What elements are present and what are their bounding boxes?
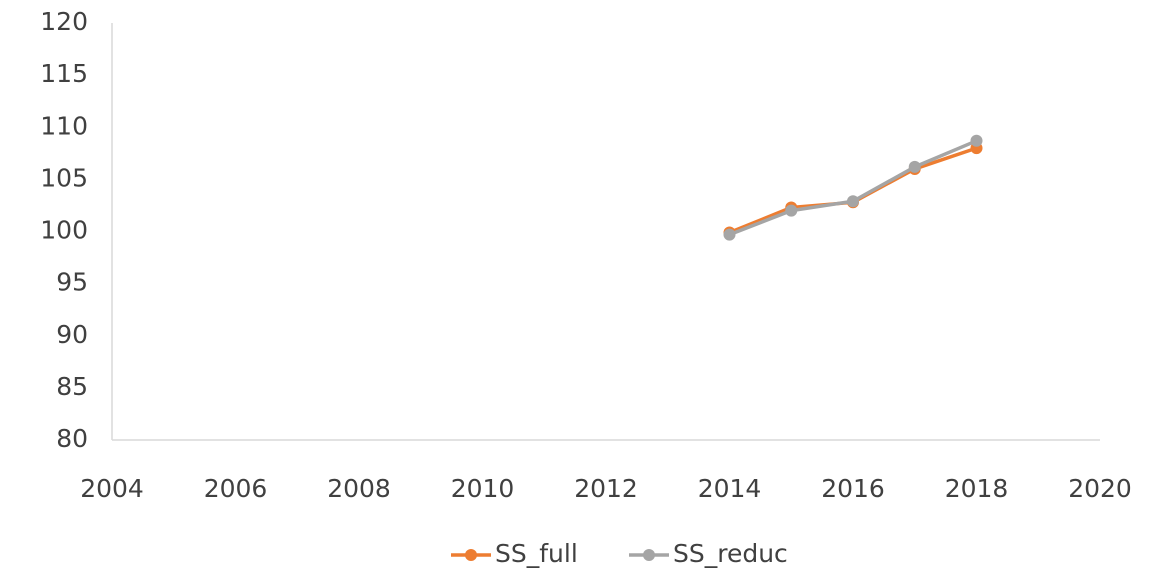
x-tick-label: 2014	[698, 474, 762, 503]
legend-label: SS_reduc	[673, 539, 788, 568]
data-point	[785, 204, 798, 217]
legend-marker	[465, 549, 477, 561]
x-tick-label: 2004	[80, 474, 144, 503]
y-tick-label: 115	[40, 59, 88, 88]
x-tick-label: 2012	[574, 474, 638, 503]
x-tick-label: 2010	[451, 474, 515, 503]
series-line	[728, 139, 978, 237]
y-tick-label: 105	[40, 163, 88, 192]
x-tick-label: 2018	[945, 474, 1009, 503]
x-tick-label: 2008	[327, 474, 391, 503]
data-point	[970, 134, 983, 147]
x-tick-label: 2020	[1068, 474, 1132, 503]
x-tick-label: 2016	[821, 474, 885, 503]
y-tick-label: 120	[40, 7, 88, 36]
y-tick-label: 110	[40, 111, 88, 140]
data-point	[847, 195, 859, 208]
legend-marker	[643, 549, 655, 561]
y-tick-label: 80	[56, 424, 88, 453]
x-tick-label: 2006	[204, 474, 268, 503]
data-point	[723, 228, 736, 241]
y-tick-label: 90	[56, 320, 88, 349]
data-point	[908, 160, 921, 173]
y-tick-label: 95	[56, 268, 88, 297]
y-tick-label: 100	[40, 216, 88, 245]
legend-label: SS_full	[495, 539, 578, 568]
y-tick-label: 85	[56, 372, 88, 401]
